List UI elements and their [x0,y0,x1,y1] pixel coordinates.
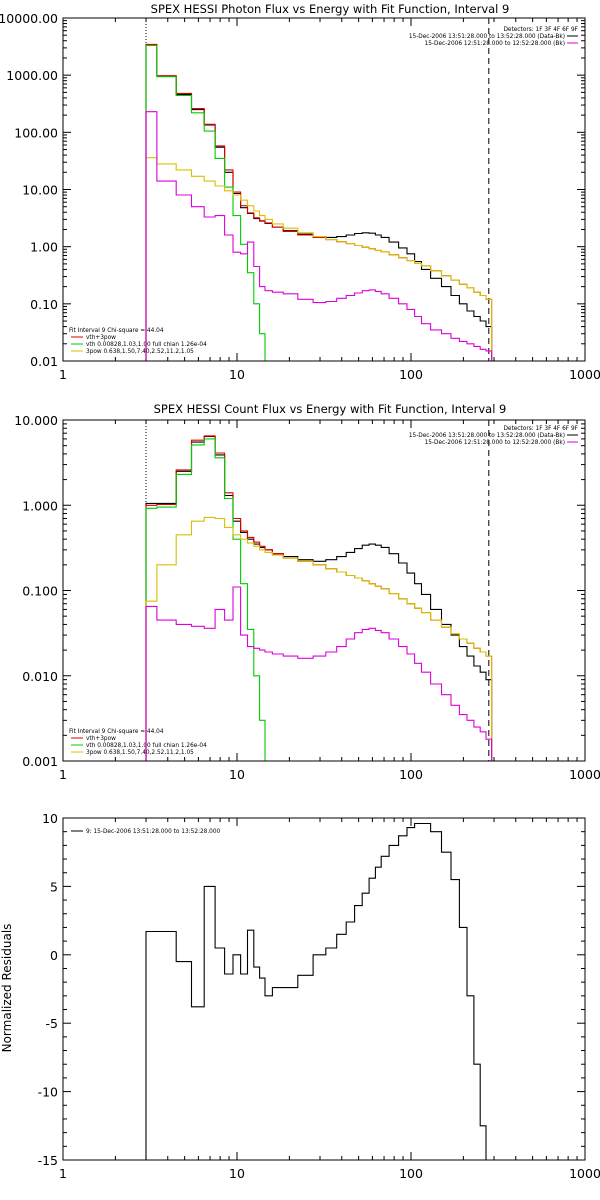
x-tick-label: 10 [229,1166,245,1181]
x-tick-label: 1000 [569,367,600,382]
y-tick-label: 0.01 [30,354,58,369]
series-line [145,44,493,361]
y-tick-label: 0.010 [22,669,58,684]
y-axis-label: Normalized Residuals [0,924,14,1053]
y-tick-label: 10 [42,811,58,826]
y-tick-label: -5 [46,1016,58,1031]
legend-entry-label: vth 0.00828,1.03,1.00 full chian 1.26e-0… [86,743,207,749]
legend-top: Detectors: 1F 3F 4F 6F 9F 15-Dec-2006 13… [409,426,578,446]
series-group [145,43,493,361]
series-group [145,435,493,761]
y-tick-label: -10 [38,1085,58,1100]
series-line [145,435,493,761]
series-line [145,157,493,361]
y-tick-label: 10.000 [14,413,58,428]
legend-header: Detectors: 1F 3F 4F 6F 9F [503,426,578,432]
legend-bottom: Fit Interval 9 Chi-square = 44.04 vth+3p… [69,729,207,756]
residuals-panel: Normalized Residuals 9: 15-Dec-2006 13:5… [0,811,600,1181]
chart-title: SPEX HESSI Count Flux vs Energy with Fit… [154,402,507,416]
series-line [145,435,493,761]
series-line [145,111,493,361]
series-line [145,44,266,361]
x-tick-label: 100 [399,367,423,382]
y-tick-label: 0.100 [22,584,58,599]
legend-bottom: Fit Interval 9 Chi-square = 44.04 vth+3p… [69,328,207,355]
y-tick-label: 0.10 [30,297,58,312]
x-tick-label: 100 [399,1166,423,1181]
legend-top: 9: 15-Dec-2006 13:51:28.000 to 13:52:28.… [86,829,221,835]
series-line [145,43,493,361]
x-tick-label: 100 [399,767,423,782]
x-tick-label: 1 [59,1166,67,1181]
y-tick-label: 100.00 [14,125,58,140]
legend-header: Detectors: 1F 3F 4F 6F 9F [503,27,578,33]
y-tick-label: 1.00 [30,240,58,255]
legend-top: Detectors: 1F 3F 4F 6F 9F 15-Dec-2006 13… [409,27,578,47]
x-tick-label: 1000 [569,767,600,782]
y-tick-label: 5 [50,879,58,894]
x-tick-label: 1000 [569,1166,600,1181]
series-line [145,516,493,761]
legend-entry-label: 9: 15-Dec-2006 13:51:28.000 to 13:52:28.… [86,829,221,835]
x-tick-label: 1 [59,367,67,382]
chart-title: SPEX HESSI Photon Flux vs Energy with Fi… [151,2,510,16]
count-flux-panel: SPEX HESSI Count Flux vs Energy with Fit… [14,402,600,782]
y-tick-label: 10.00 [22,183,58,198]
x-tick-label: 10 [229,767,245,782]
legend-entry-label: vth 0.00828,1.03,1.00 full chian 1.26e-0… [86,342,207,348]
plot-frame [62,817,586,1161]
x-tick-label: 10 [229,367,245,382]
y-tick-label: 1.000 [22,498,58,513]
y-tick-label: 1000.00 [6,68,58,83]
legend-entry-label: 3pow 0.638,1.50,7.40,2.52,11.2,1.05 [86,349,194,355]
series-line [145,586,493,761]
plot-frame [62,17,586,362]
legend-entry-label: 15-Dec-2006 12:51:28.000 to 12:52:28.000… [425,440,565,446]
x-tick-label: 1 [59,767,67,782]
legend-entry-label: 15-Dec-2006 12:51:28.000 to 12:52:28.000… [425,41,565,47]
series-line [145,438,266,761]
legend-entry-label: 3pow 0.638,1.50,7.40,2.52,11.2,1.05 [86,750,194,756]
y-tick-label: 0.001 [22,754,58,769]
plot-frame [62,419,586,762]
legend-entry-label: vth+3pow [86,736,116,742]
legend-header: Fit Interval 9 Chi-square = 44.04 [69,328,164,334]
photon-flux-panel: SPEX HESSI Photon Flux vs Energy with Fi… [0,2,600,382]
y-tick-label: 0 [50,948,58,963]
legend-header: Fit Interval 9 Chi-square = 44.04 [69,729,164,735]
series-group [145,822,493,1160]
legend-entry-label: 15-Dec-2006 13:51:28.000 to 13:52:28.000… [409,433,565,439]
y-tick-label: -15 [38,1153,58,1168]
legend-entry-label: vth+3pow [86,335,116,341]
series-line [145,822,493,1160]
y-tick-label: 10000.00 [0,11,58,26]
legend-entry-label: 15-Dec-2006 13:51:28.000 to 13:52:28.000… [409,34,565,40]
